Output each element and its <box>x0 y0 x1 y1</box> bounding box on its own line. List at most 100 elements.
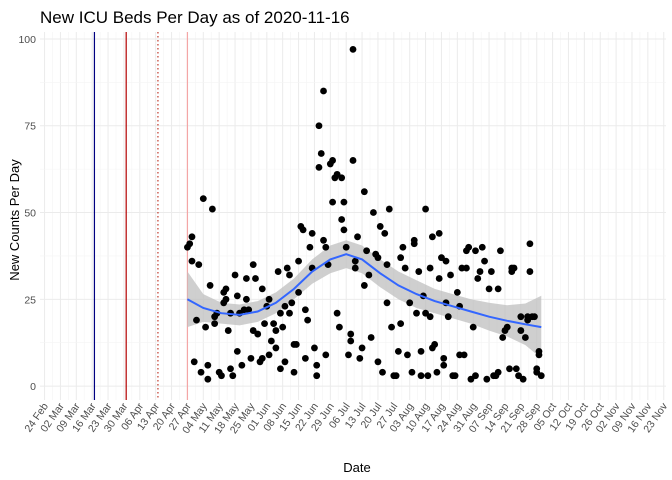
smooth-line <box>186 253 542 329</box>
data-point <box>447 271 454 279</box>
data-point <box>497 247 504 255</box>
data-point <box>422 205 429 213</box>
data-point <box>388 323 395 331</box>
points-layer <box>184 45 545 383</box>
data-point <box>417 372 425 380</box>
data-point <box>342 243 350 251</box>
data-point <box>313 361 321 369</box>
data-point <box>428 233 436 241</box>
data-point <box>365 271 373 279</box>
confidence-ribbon <box>187 240 542 359</box>
data-point <box>465 243 473 251</box>
data-point <box>199 195 207 203</box>
data-point <box>306 243 314 251</box>
data-point <box>374 254 382 262</box>
data-point <box>188 233 196 241</box>
data-point <box>347 337 355 345</box>
data-point <box>267 337 275 345</box>
data-point <box>512 365 520 373</box>
data-point <box>281 302 289 310</box>
data-point <box>383 261 391 269</box>
data-point <box>335 323 343 331</box>
data-point <box>426 264 434 272</box>
data-point <box>367 334 375 341</box>
data-point <box>190 358 198 366</box>
data-point <box>472 372 479 380</box>
data-point <box>483 375 491 383</box>
data-point <box>304 316 312 324</box>
data-point <box>301 354 309 362</box>
data-point <box>288 299 296 307</box>
data-point <box>510 264 518 272</box>
data-point <box>478 243 486 251</box>
data-point <box>265 351 273 359</box>
data-point <box>383 299 391 307</box>
data-point <box>531 313 538 321</box>
data-point <box>410 240 418 248</box>
data-point <box>503 323 511 331</box>
data-point <box>277 309 284 317</box>
data-point <box>290 368 298 376</box>
data-point <box>397 320 405 328</box>
data-point <box>301 306 309 314</box>
data-point <box>186 240 194 248</box>
data-point <box>351 257 359 265</box>
data-point <box>299 226 307 234</box>
data-point <box>320 236 327 244</box>
data-point <box>363 247 371 255</box>
data-point <box>385 205 393 213</box>
data-point <box>415 268 423 275</box>
data-point <box>224 327 232 334</box>
data-point <box>281 358 289 366</box>
data-point <box>417 347 425 355</box>
data-point <box>537 372 545 380</box>
data-point <box>358 344 366 352</box>
data-point <box>329 157 336 164</box>
x-axis-title: Date <box>343 460 370 475</box>
data-point <box>340 198 348 206</box>
data-point <box>204 375 212 383</box>
data-point <box>252 275 259 282</box>
data-point <box>238 361 246 369</box>
data-point <box>338 216 346 223</box>
data-point <box>435 275 443 282</box>
data-point <box>242 275 250 282</box>
y-axis-ticks: 0 25 50 75 100 <box>18 34 36 393</box>
data-point <box>218 372 225 380</box>
data-point <box>274 268 282 275</box>
data-point <box>197 368 205 376</box>
data-point <box>258 285 266 293</box>
data-point <box>329 198 336 206</box>
data-point <box>308 229 316 237</box>
data-point <box>333 309 341 317</box>
data-point <box>517 313 525 321</box>
data-point <box>351 264 359 272</box>
data-point <box>322 243 330 251</box>
data-point <box>374 358 382 366</box>
data-point <box>463 264 470 272</box>
data-point <box>204 361 212 369</box>
data-point <box>277 365 284 373</box>
data-point <box>485 285 493 293</box>
data-point <box>499 334 507 341</box>
data-point <box>311 344 318 352</box>
data-point <box>392 372 400 380</box>
data-point <box>399 243 407 251</box>
grid <box>40 32 666 400</box>
reference-lines <box>93 32 189 400</box>
confidence-ribbon-layer <box>187 240 542 359</box>
data-point <box>444 313 452 321</box>
data-point <box>401 264 409 272</box>
data-point <box>322 351 330 359</box>
data-point <box>494 368 502 376</box>
data-point <box>261 320 268 328</box>
data-point <box>349 45 357 53</box>
data-point <box>460 351 468 359</box>
data-point <box>526 240 534 248</box>
data-point <box>519 375 527 383</box>
data-point <box>397 254 405 262</box>
data-point <box>394 347 402 355</box>
data-point <box>211 320 219 328</box>
